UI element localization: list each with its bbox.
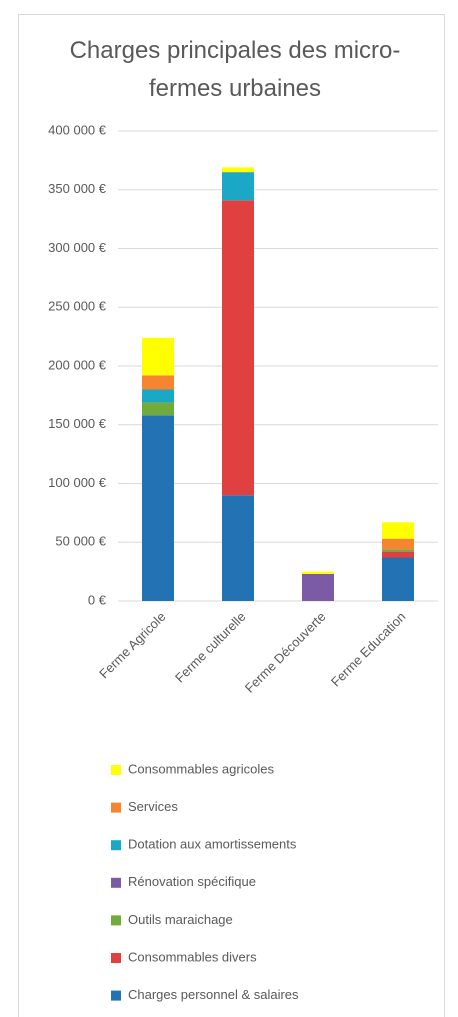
bar-segment [142, 389, 174, 403]
y-tick-label: 250 000 € [48, 299, 107, 314]
bar-segment [382, 522, 414, 539]
x-tick-label: Ferme Découverte [242, 609, 329, 696]
y-tick-label: 150 000 € [48, 416, 107, 431]
bar-segment [222, 495, 254, 601]
bar-segment [382, 551, 414, 558]
legend-swatch [111, 953, 121, 963]
bar-segment [222, 172, 254, 201]
bar-segment [142, 402, 174, 416]
bar-segment [382, 549, 414, 552]
x-tick-label: Ferme Education [328, 609, 409, 690]
legend-swatch [111, 802, 121, 813]
legend-label: Charges personnel & salaires [128, 987, 299, 1002]
y-tick-label: 200 000 € [48, 357, 107, 372]
chart-frame [18, 14, 445, 1017]
legend-swatch [111, 877, 121, 888]
bar-segment [382, 538, 414, 550]
bar-segment [142, 415, 174, 601]
y-tick-label: 400 000 € [48, 122, 107, 137]
legend-label: Dotation aux amortissements [128, 837, 297, 852]
legend-swatch [111, 915, 121, 926]
y-tick-label: 300 000 € [48, 240, 107, 255]
legend-swatch [111, 990, 121, 1001]
bar-segment [222, 200, 254, 496]
y-tick-label: 100 000 € [48, 475, 107, 490]
legend-swatch [111, 840, 121, 851]
bar-segment [222, 167, 254, 173]
legend-label: Outils maraichage [128, 912, 233, 927]
bar-segment [302, 573, 334, 601]
legend-label: Consommables divers [128, 949, 257, 964]
chart-title: Charges principales des micro-fermes urb… [69, 37, 401, 102]
y-tick-label: 0 € [88, 592, 107, 607]
legend-label: Consommables agricoles [128, 761, 274, 776]
bar-segment [142, 337, 174, 376]
legend-label: Rénovation spécifique [128, 874, 256, 889]
x-tick-label: Ferme Agricole [96, 609, 168, 681]
bar-segment [142, 375, 174, 390]
y-tick-label: 50 000 € [55, 534, 106, 549]
legend-label: Services [128, 799, 178, 814]
bar-segment [302, 571, 334, 574]
y-tick-label: 350 000 € [48, 181, 107, 196]
x-tick-label: Ferme culturelle [172, 609, 249, 686]
bar-segment [382, 557, 414, 601]
legend-swatch [111, 765, 121, 775]
